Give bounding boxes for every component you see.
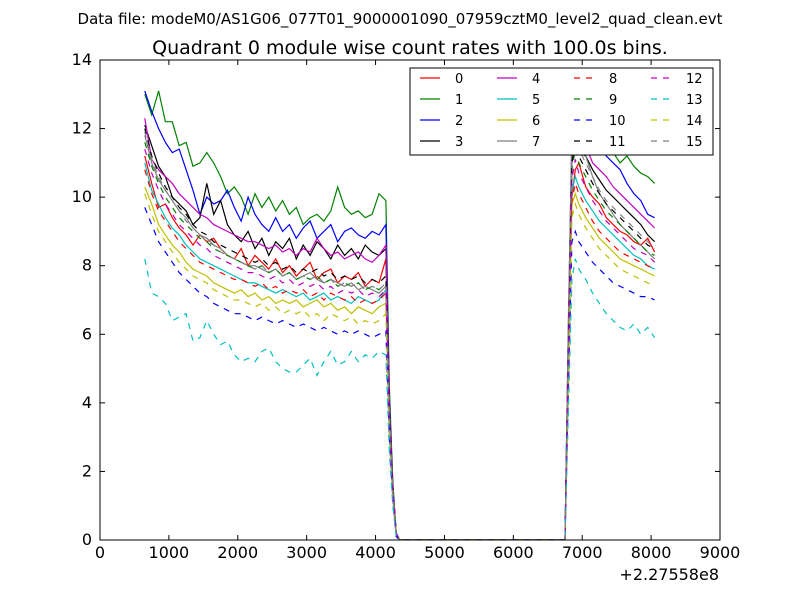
legend-label-0: 0 bbox=[455, 72, 463, 87]
y-tick-label: 2 bbox=[82, 461, 92, 480]
x-tick-label: 6000 bbox=[493, 543, 534, 562]
x-tick-label: 2000 bbox=[217, 543, 258, 562]
x-axis-group: 0 1000 2000 3000 4000 5000 6000 7000 8000 9000 bbox=[95, 60, 740, 562]
series-line-3 bbox=[144, 124, 656, 540]
series-line-11 bbox=[144, 128, 655, 540]
chart-title: Quadrant 0 module wise count rates with … bbox=[152, 37, 668, 59]
legend-label-8: 8 bbox=[609, 72, 617, 87]
plot-lines-group bbox=[144, 90, 656, 540]
legend-label-6: 6 bbox=[532, 114, 540, 129]
series-line-0 bbox=[144, 155, 656, 540]
series-line-4 bbox=[144, 118, 656, 540]
x-tick-label: 1000 bbox=[149, 543, 190, 562]
y-tick-label: 12 bbox=[72, 119, 92, 138]
y-tick-label: 14 bbox=[72, 50, 92, 69]
chart-suptitle: Data file: modeM0/AS1G06_077T01_90000010… bbox=[78, 10, 723, 29]
series-line-12 bbox=[144, 148, 656, 540]
x-tick-label: 5000 bbox=[424, 543, 465, 562]
legend-label-1: 1 bbox=[455, 93, 463, 108]
legend-box bbox=[409, 67, 714, 156]
series-line-8 bbox=[144, 169, 655, 540]
series-line-13 bbox=[144, 258, 656, 540]
series-line-7 bbox=[144, 94, 656, 540]
x-tick-label: 4000 bbox=[355, 543, 396, 562]
y-tick-label: 0 bbox=[82, 530, 92, 549]
x-tick-label: 0 bbox=[95, 543, 105, 562]
y-tick-label: 4 bbox=[82, 393, 92, 412]
x-tick-label: 9000 bbox=[700, 543, 741, 562]
series-line-10 bbox=[144, 207, 655, 540]
legend-label-3: 3 bbox=[455, 135, 463, 150]
series-line-2 bbox=[144, 90, 655, 540]
legend-label-10: 10 bbox=[609, 114, 626, 129]
series-line-15 bbox=[144, 131, 656, 540]
legend-label-15: 15 bbox=[686, 135, 703, 150]
legend-label-13: 13 bbox=[686, 93, 703, 108]
y-tick-label: 10 bbox=[72, 187, 92, 206]
x-tick-label: 8000 bbox=[631, 543, 672, 562]
legend-label-4: 4 bbox=[532, 72, 540, 87]
y-tick-label: 8 bbox=[82, 256, 92, 275]
axes-frame-group bbox=[99, 59, 721, 541]
legend-label-11: 11 bbox=[609, 135, 626, 150]
series-line-5 bbox=[144, 162, 655, 540]
legend-label-7: 7 bbox=[532, 135, 540, 150]
legend-label-12: 12 bbox=[686, 72, 703, 87]
legend-label-14: 14 bbox=[686, 114, 703, 129]
x-tick-label: 3000 bbox=[286, 543, 327, 562]
series-line-6 bbox=[144, 186, 655, 540]
x-tick-label: 7000 bbox=[562, 543, 603, 562]
y-tick-label: 6 bbox=[82, 324, 92, 343]
x-axis-offset-label: +2.27558e8 bbox=[619, 565, 719, 584]
plot-area-frame bbox=[99, 59, 721, 541]
series-line-1 bbox=[144, 90, 656, 540]
legend-label-2: 2 bbox=[455, 114, 463, 129]
legend-label-5: 5 bbox=[532, 93, 540, 108]
series-line-9 bbox=[144, 142, 655, 540]
legend-label-9: 9 bbox=[609, 93, 617, 108]
